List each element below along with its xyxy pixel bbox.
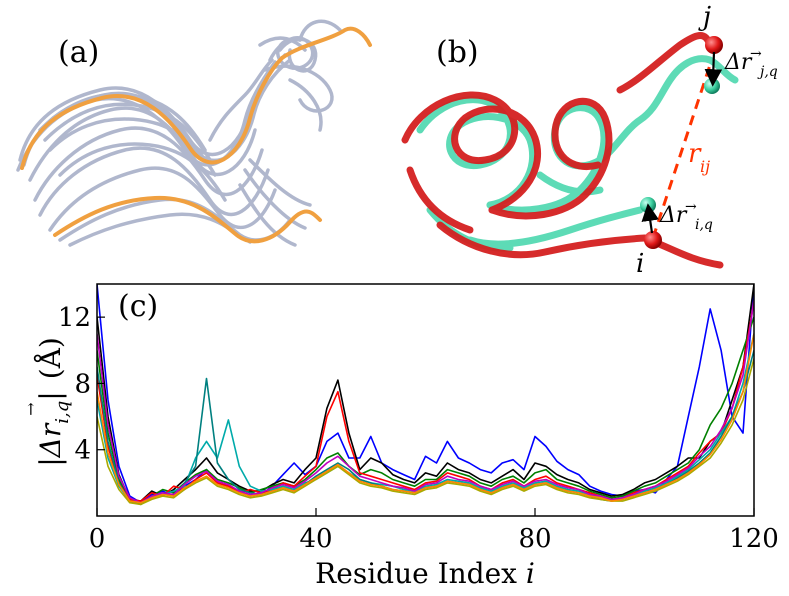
y-tick-label: 8: [74, 369, 91, 399]
panel-a-label: (a): [58, 35, 99, 70]
y-axis-label-text: |Δri,q|(Å): [34, 337, 73, 467]
residue-j-teal-sphere: [704, 78, 720, 94]
y-axis-label-abs-left: |: [34, 457, 67, 466]
y-axis-label-vector-arrow: →: [21, 402, 40, 415]
delta-r-j-base: Δr: [724, 50, 753, 75]
x-axis-label-main: Residue Index: [315, 557, 526, 590]
y-axis-label-abs-right: |: [34, 391, 67, 400]
y-axis-label: |Δri,q|(Å) →: [21, 337, 73, 467]
delta-r-j-arrow: [704, 51, 723, 87]
plot-frame: [96, 283, 755, 517]
y-tick-label: 4: [74, 436, 91, 466]
residue-j-label: j: [698, 2, 711, 32]
y-axis-label-unit: (Å): [34, 337, 67, 379]
series-line-2: [97, 284, 754, 502]
x-axis-label-var: i: [526, 557, 535, 590]
red-structure: [401, 32, 724, 269]
residue-i-red-sphere: [644, 231, 662, 249]
rij-dashed-line: [651, 64, 712, 239]
panel-b-label: (b): [436, 35, 479, 70]
x-tick-label: 0: [89, 524, 106, 554]
delta-r-i-sub: i,q: [695, 217, 713, 233]
series-line-4: [97, 300, 754, 502]
series-group: [97, 284, 754, 506]
y-axis-label-base: Δr: [34, 422, 67, 458]
panel-b-structure-overlay: j i Δr → j,q Δr → i,q r ij (b): [401, 2, 778, 279]
y-axis-label-sub: i,q: [52, 401, 73, 424]
x-tick-label: 40: [299, 524, 332, 554]
series-line-3: [97, 316, 754, 504]
delta-r-i-arrow: [641, 203, 659, 234]
panel-a-structure-ensemble: (a): [16, 19, 372, 247]
series-line-7: [97, 300, 754, 504]
series-line-8: [97, 358, 754, 506]
panel-c-label: (c): [118, 289, 158, 324]
x-tick-label: 120: [729, 524, 779, 554]
delta-r-j-label: Δr → j,q: [724, 46, 778, 80]
delta-r-i-base: Δr: [659, 203, 688, 228]
delta-r-j-vector-arrow: →: [750, 46, 762, 62]
x-tick-label: 80: [518, 524, 551, 554]
x-axis-label-text: Residue Index i: [315, 557, 535, 590]
rij-base: r: [688, 139, 702, 169]
delta-r-j-sub: j,q: [757, 64, 778, 80]
series-line-5: [97, 333, 754, 504]
rij-label: r ij: [688, 139, 710, 176]
series-line-9: [97, 333, 754, 504]
y-tick-label: 12: [58, 303, 91, 333]
delta-r-i-label: Δr → i,q: [659, 199, 713, 233]
delta-r-i-vector-arrow: →: [685, 199, 697, 215]
rij-sub: ij: [700, 157, 710, 176]
residue-j-red-sphere: [705, 36, 723, 54]
residue-i-label: i: [636, 249, 644, 279]
ticks-group: 0 40 80 120 4 8 12: [58, 303, 779, 554]
x-axis-label: Residue Index i: [315, 557, 535, 590]
ensemble-orange-tube: [20, 26, 372, 244]
residue-i-teal-sphere: [640, 197, 656, 213]
